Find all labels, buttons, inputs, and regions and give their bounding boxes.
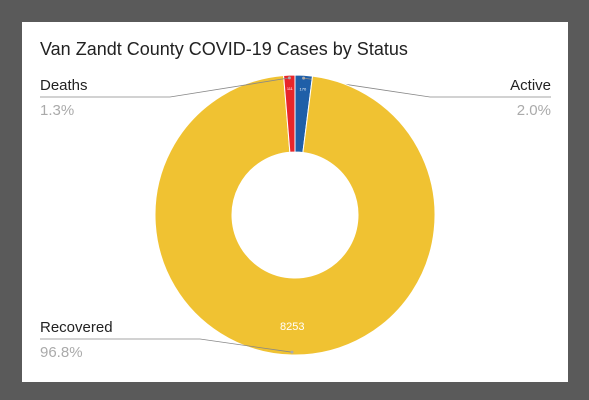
category-label: Active	[510, 77, 551, 94]
category-label: Deaths	[40, 77, 88, 94]
chart-title: Van Zandt County COVID-19 Cases by Statu…	[40, 39, 408, 59]
donut-slice	[283, 74, 296, 153]
leader-dot	[290, 350, 294, 354]
count-label: 8253	[280, 321, 304, 333]
leader-line	[40, 338, 293, 353]
leader-line	[40, 77, 290, 98]
leader-dot	[302, 76, 306, 80]
percent-label: 96.8%	[40, 344, 83, 361]
donut-slice	[154, 74, 436, 356]
count-label: 111	[287, 86, 294, 91]
category-label: Recovered	[40, 319, 113, 336]
percent-label: 2.0%	[517, 102, 551, 119]
leader-dot	[287, 76, 291, 80]
percent-label: 1.3%	[40, 102, 74, 119]
count-label: 170	[300, 86, 307, 91]
